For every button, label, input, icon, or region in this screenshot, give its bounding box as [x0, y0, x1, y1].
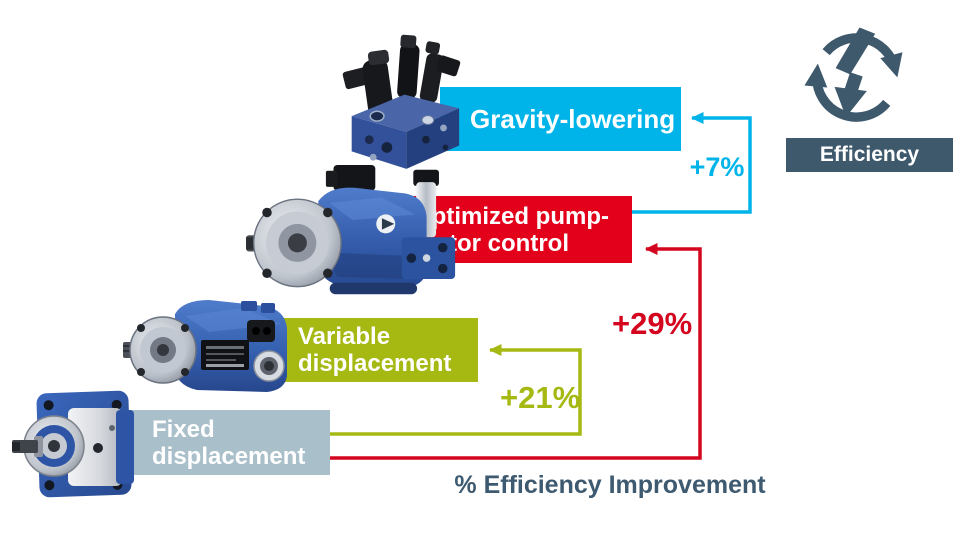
efficiency-badge-label: Efficiency [819, 143, 920, 166]
band-fixed-displacement: Fixed displacement [112, 410, 330, 475]
axial-piston-pump-image [246, 165, 456, 295]
band-gravity-lowering-label: Gravity-lowering [470, 103, 676, 134]
solenoid-valve-manifold-image [342, 34, 461, 169]
band-optimized-label-line1: Optimized pump- [413, 202, 609, 230]
band-variable-label-line2: displacement [298, 350, 452, 377]
band-gravity-lowering: Gravity-lowering [440, 87, 681, 151]
manifold-block [351, 94, 460, 169]
connector-gravity-lowering [632, 112, 752, 214]
connector-variable-displacement [330, 344, 582, 436]
cycle-arrows-lightning-icon [804, 27, 903, 122]
external-gear-pump-image [12, 390, 134, 498]
electrical-connector [333, 165, 376, 191]
lightning-bolt-glyph [834, 27, 876, 118]
gain-gravity-lowering: +7% [689, 152, 745, 182]
band-fixed-label-line2: displacement [152, 442, 306, 470]
band-fixed-label-line1: Fixed [152, 415, 215, 443]
gain-optimized-pump: +29% [612, 306, 693, 341]
gain-variable-displacement: +21% [500, 380, 581, 415]
variable-displacement-pump-image [123, 300, 287, 392]
efficiency-badge: Efficiency [786, 138, 953, 172]
band-variable-label-line1: Variable [298, 323, 391, 350]
band-variable-displacement: Variable displacement [262, 318, 478, 382]
axis-label: % Efficiency Improvement [454, 471, 766, 499]
connector-optimized-pump-motor [330, 243, 702, 460]
